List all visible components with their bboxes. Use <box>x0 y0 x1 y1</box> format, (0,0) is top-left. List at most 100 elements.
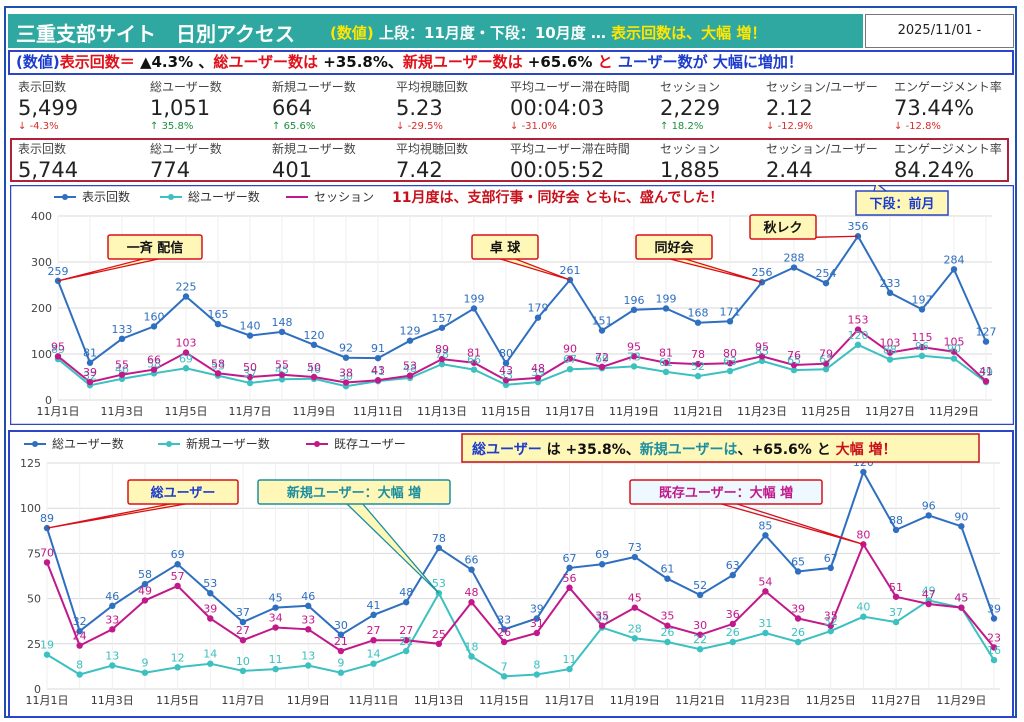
chart-series <box>43 468 998 680</box>
data-point <box>305 662 312 669</box>
data-label: 39 <box>979 366 993 379</box>
page-title: 三重支部サイト 日別アクセス <box>16 22 295 46</box>
data-label: 19 <box>40 639 54 652</box>
data-label: 63 <box>726 559 740 572</box>
x-tick-label: 11月15日 <box>481 405 531 418</box>
data-label: 37 <box>889 606 903 619</box>
data-point <box>109 602 116 610</box>
chart-users: 0 25 50 75 100 125 11月1日 11月3日 11月5日 11月7日 11月9日 11… <box>8 430 1014 718</box>
data-point <box>950 266 958 273</box>
data-label: 196 <box>624 294 645 307</box>
data-point <box>598 561 606 568</box>
data-label: 27 <box>399 624 413 637</box>
data-label: 37 <box>236 606 250 619</box>
data-label: 50 <box>307 361 321 374</box>
data-label: 91 <box>371 342 385 355</box>
data-point <box>435 640 443 647</box>
data-label: 16 <box>987 644 1001 657</box>
x-tick-label: 11月13日 <box>414 694 464 707</box>
legend-swatch-dot <box>168 194 174 200</box>
x-tick-label: 11月11日 <box>349 694 399 707</box>
data-label: 38 <box>339 367 353 380</box>
callout-text: 秋レク <box>763 220 802 236</box>
data-label: 288 <box>784 252 805 265</box>
data-label: 36 <box>726 608 740 621</box>
data-label: 69 <box>595 352 609 365</box>
data-label: 33 <box>497 613 511 626</box>
data-point <box>918 343 926 351</box>
x-tick-label: 11月3日 <box>91 694 134 707</box>
data-point <box>500 673 508 680</box>
data-point <box>310 373 318 381</box>
data-label: 39 <box>531 366 545 379</box>
data-label: 80 <box>856 528 870 541</box>
kpi-page-views: 表示回数 5,499 ↓ -4.3% <box>18 78 78 132</box>
callout-text: 新規ユーザー：大幅 増 <box>287 485 421 501</box>
kpi-change: ↓ -12.9% <box>766 121 813 132</box>
data-label: 66 <box>147 354 161 367</box>
data-point <box>854 341 862 348</box>
x-tick-label: 11月17日 <box>544 694 594 707</box>
summary-part: と <box>597 53 613 71</box>
x-tick-label: 11月11日 <box>353 405 403 418</box>
legend-label: 新規ユーザー数 <box>186 436 270 451</box>
kpi-avg-views: 平均視聴回数 5.23 ↓ -29.5% <box>396 78 468 132</box>
data-label: 50 <box>243 361 257 374</box>
data-label: 90 <box>947 343 961 356</box>
data-label: 115 <box>912 331 933 344</box>
data-label: 69 <box>171 548 185 561</box>
date-range[interactable]: 2025/11/01 - 2025/11/30 <box>865 14 1014 70</box>
data-label: 151 <box>592 315 613 328</box>
data-label: 168 <box>688 307 709 320</box>
data-point <box>794 568 802 575</box>
prev-avg-duration: 平均ユーザー滞在時間 00:05:52 <box>510 140 630 183</box>
data-point <box>214 320 222 328</box>
data-label: 26 <box>791 626 805 639</box>
data-label: 51 <box>889 581 903 594</box>
data-point <box>272 624 279 631</box>
y-tick-label: 400 <box>31 210 52 223</box>
prev-sessions: セッション 1,885 <box>660 140 720 183</box>
data-point <box>278 371 286 378</box>
data-label: 79 <box>819 348 833 361</box>
callout-text: 同好会 <box>654 240 694 256</box>
callout-text: 総ユーザー <box>151 485 216 501</box>
data-label: 39 <box>83 366 97 379</box>
data-label: 32 <box>73 615 87 628</box>
data-point <box>694 372 702 380</box>
data-point <box>533 615 541 622</box>
series-line <box>57 234 987 366</box>
callout-text: 下段：前月 <box>869 196 934 212</box>
data-label: 90 <box>954 510 968 523</box>
data-point <box>630 306 638 314</box>
data-label: 57 <box>171 570 185 583</box>
data-point <box>729 571 736 579</box>
summary-part: 総ユーザー数は <box>213 53 319 71</box>
data-point <box>174 561 181 568</box>
y-tick-label: 100 <box>31 348 52 361</box>
prev-engagement-rate: エンゲージメント率 84.24% <box>894 140 1002 183</box>
data-label: 45 <box>275 363 289 376</box>
data-point <box>918 306 926 313</box>
y-tick-label: 125 <box>20 457 41 470</box>
data-point <box>207 589 214 597</box>
y-tick-label: 50 <box>27 593 41 606</box>
data-label: 47 <box>922 588 936 601</box>
chart-annotations: 一斉 配信 卓 球 同好会 秋レク 下段：前月 <box>57 181 949 283</box>
data-label: 35 <box>660 610 674 623</box>
data-point <box>990 615 998 622</box>
kpi-label: 表示回数 <box>18 80 67 94</box>
data-point <box>892 526 900 534</box>
data-point <box>239 618 247 626</box>
data-label: 165 <box>208 308 229 321</box>
kpi-label: 平均視聴回数 <box>396 80 469 94</box>
data-point <box>822 360 830 367</box>
data-label: 356 <box>848 220 869 233</box>
kpi-label: 平均ユーザー滞在時間 <box>510 142 630 156</box>
summary-part: +65.6% <box>522 53 598 71</box>
data-point <box>438 360 446 368</box>
data-point <box>950 348 958 355</box>
data-point <box>958 604 965 611</box>
data-label: 127 <box>976 326 997 339</box>
data-point <box>246 332 254 339</box>
